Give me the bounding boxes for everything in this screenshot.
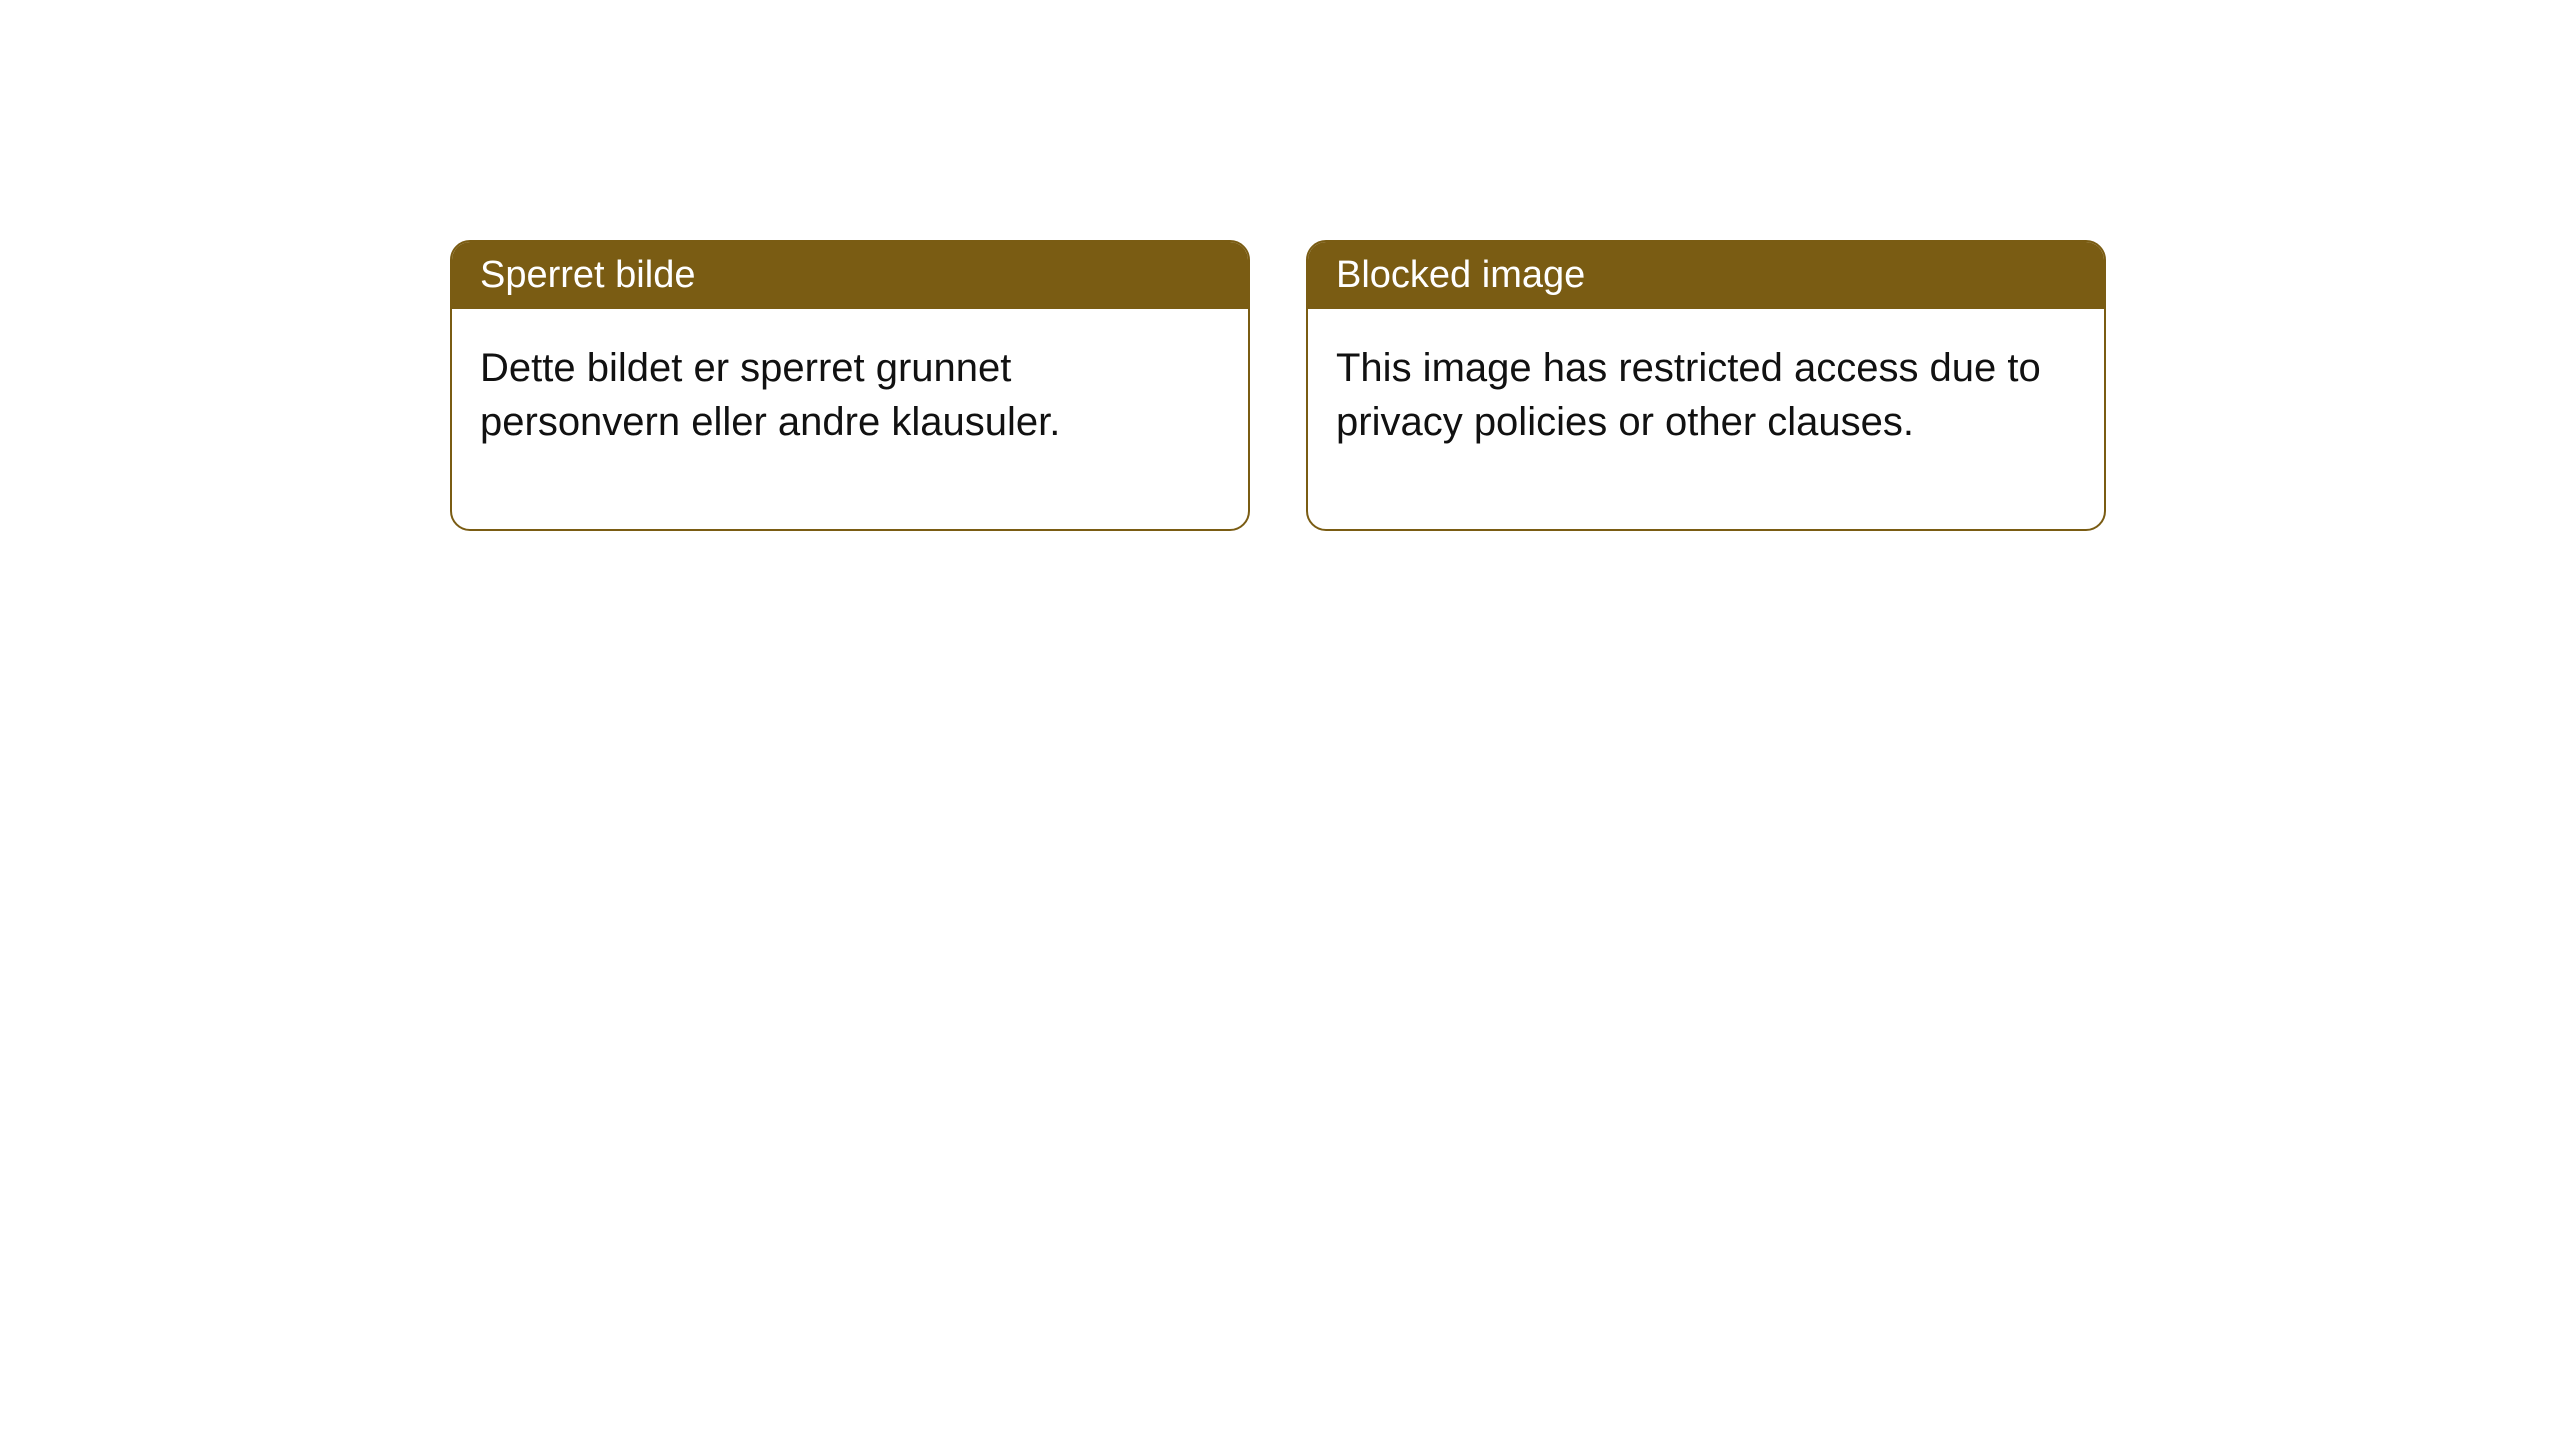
notice-card-header: Blocked image: [1308, 242, 2104, 309]
notice-card-text: This image has restricted access due to …: [1336, 346, 2041, 444]
notice-card-title: Sperret bilde: [480, 254, 695, 296]
notice-card-en: Blocked image This image has restricted …: [1306, 240, 2106, 531]
notice-container: Sperret bilde Dette bildet er sperret gr…: [450, 240, 2106, 531]
notice-card-header: Sperret bilde: [452, 242, 1248, 309]
notice-card-no: Sperret bilde Dette bildet er sperret gr…: [450, 240, 1250, 531]
notice-card-title: Blocked image: [1336, 254, 1585, 296]
notice-card-body: This image has restricted access due to …: [1308, 309, 2104, 529]
notice-card-body: Dette bildet er sperret grunnet personve…: [452, 309, 1248, 529]
notice-card-text: Dette bildet er sperret grunnet personve…: [480, 346, 1060, 444]
